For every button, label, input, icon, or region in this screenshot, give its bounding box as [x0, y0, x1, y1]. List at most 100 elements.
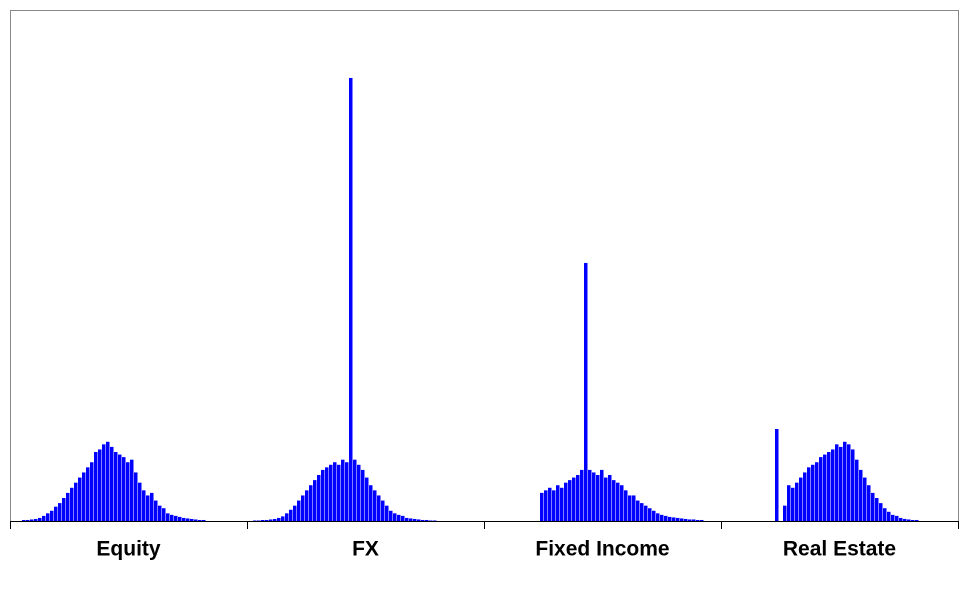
bar	[54, 506, 58, 521]
bar	[325, 467, 329, 521]
bar	[684, 518, 688, 521]
bar	[887, 511, 891, 521]
bar	[397, 514, 401, 521]
bar	[644, 505, 648, 521]
bar	[42, 515, 46, 521]
bar	[899, 517, 903, 521]
bar	[66, 492, 70, 521]
bar	[309, 485, 313, 521]
bar	[672, 517, 676, 521]
bar	[70, 487, 74, 521]
bar	[90, 462, 94, 521]
bar	[321, 469, 325, 521]
bar	[429, 520, 433, 521]
bar	[668, 516, 672, 521]
bar	[692, 519, 696, 521]
bar	[357, 464, 361, 521]
bar	[552, 490, 556, 521]
bar	[851, 449, 855, 521]
bar	[114, 452, 118, 521]
bar	[608, 475, 612, 521]
bar	[807, 467, 811, 521]
bar	[592, 472, 596, 521]
bar	[803, 472, 807, 521]
bar	[787, 485, 791, 521]
bar	[859, 469, 863, 521]
bar	[664, 515, 668, 521]
bar	[162, 508, 166, 521]
bar	[170, 514, 174, 521]
bar	[82, 472, 86, 521]
bar	[843, 441, 847, 521]
bar	[361, 469, 365, 521]
bar	[106, 441, 110, 521]
bar	[660, 514, 664, 521]
bar	[341, 459, 345, 521]
bar	[98, 449, 102, 521]
bar	[122, 457, 126, 521]
bar	[568, 480, 572, 521]
bar	[688, 519, 692, 521]
bar	[907, 519, 911, 521]
bar	[604, 477, 608, 521]
bar	[166, 513, 170, 521]
bar	[811, 464, 815, 521]
bar	[62, 498, 66, 521]
bar	[34, 518, 38, 521]
bar	[373, 490, 377, 521]
bar	[656, 513, 660, 521]
bar	[285, 513, 289, 521]
x-tick-label: Fixed Income	[535, 538, 669, 561]
bar	[648, 508, 652, 521]
bar	[305, 490, 309, 521]
bar	[110, 446, 114, 521]
bar	[126, 462, 130, 521]
bar	[628, 495, 632, 521]
bar	[612, 480, 616, 521]
bar	[174, 515, 178, 521]
bar	[425, 519, 429, 521]
bar	[433, 520, 437, 521]
bar	[588, 469, 592, 521]
bar	[329, 464, 333, 521]
bar	[78, 477, 82, 521]
bar	[46, 513, 50, 521]
bar	[867, 485, 871, 521]
bar	[190, 518, 194, 521]
bar	[369, 485, 373, 521]
bar	[823, 454, 827, 521]
bar	[289, 509, 293, 521]
bar	[700, 519, 704, 521]
bar	[640, 503, 644, 521]
bar	[118, 454, 122, 521]
bar	[38, 517, 42, 521]
bar	[178, 516, 182, 521]
bar	[154, 500, 158, 521]
bar	[58, 503, 62, 521]
bar	[879, 503, 883, 521]
bar	[134, 472, 138, 521]
x-tick-label: FX	[352, 538, 379, 561]
bar	[301, 495, 305, 521]
bar	[584, 262, 588, 521]
bar	[22, 519, 26, 521]
bar	[895, 515, 899, 521]
bar	[624, 490, 628, 521]
bar	[847, 444, 851, 521]
bar	[389, 510, 393, 521]
plot-border	[10, 10, 959, 522]
bar	[130, 459, 134, 521]
bar	[277, 517, 281, 521]
bar	[775, 429, 779, 521]
bar	[636, 500, 640, 521]
bar	[815, 462, 819, 521]
bar	[26, 519, 30, 521]
bar	[102, 444, 106, 521]
bar	[409, 518, 413, 521]
bar	[50, 510, 54, 521]
bar	[620, 485, 624, 521]
bar	[281, 516, 285, 521]
bar	[405, 517, 409, 521]
bar	[791, 487, 795, 521]
